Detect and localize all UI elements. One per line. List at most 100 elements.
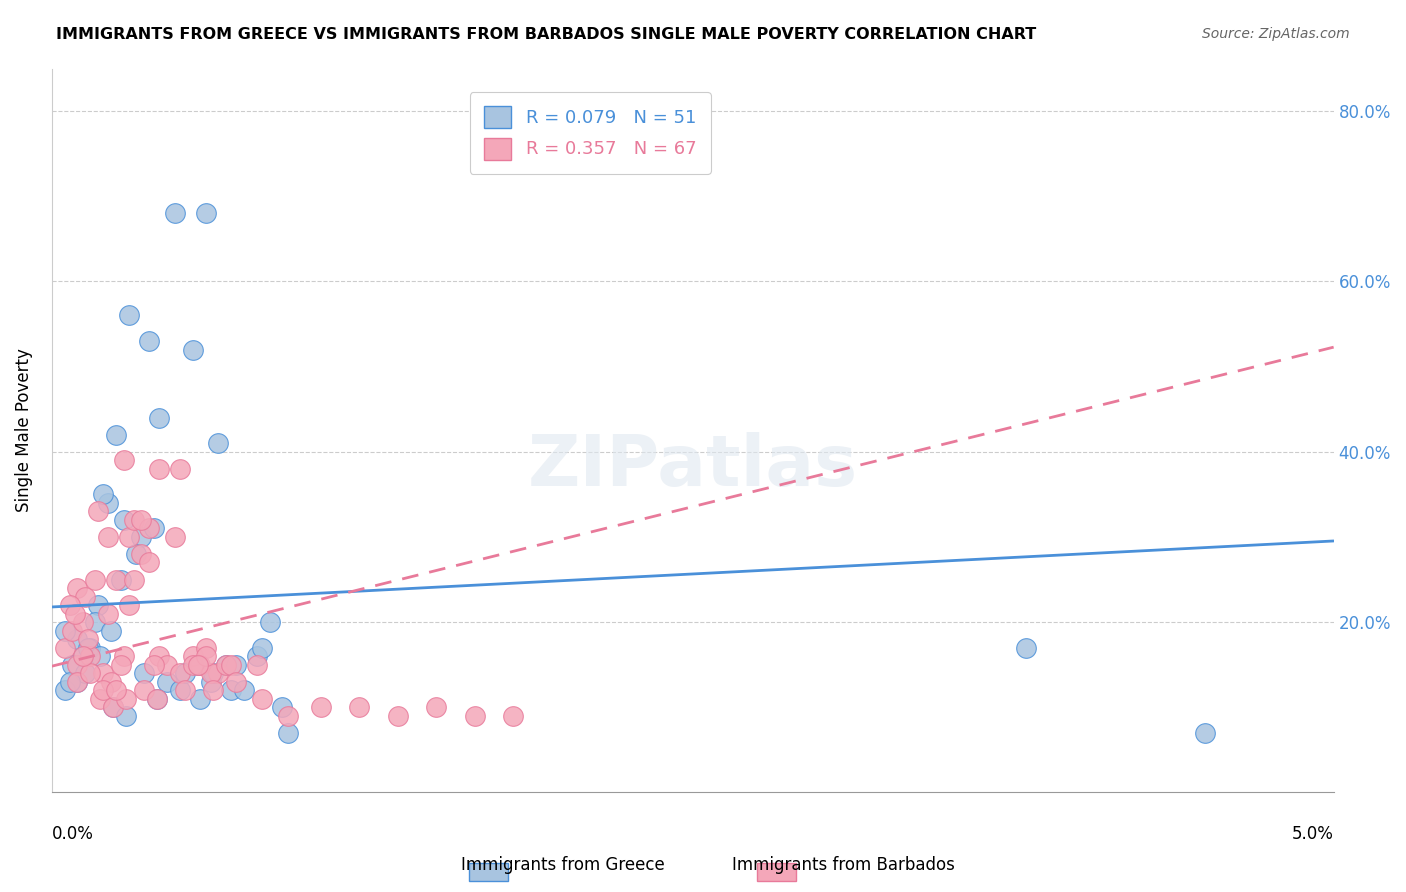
Point xyxy=(72,649,94,664)
Point xyxy=(53,624,76,638)
Point xyxy=(122,513,145,527)
Point xyxy=(79,666,101,681)
Point xyxy=(112,649,135,664)
Text: ZIPatlas: ZIPatlas xyxy=(527,432,858,501)
Point xyxy=(112,513,135,527)
Point xyxy=(190,691,212,706)
Point xyxy=(84,615,107,629)
Point xyxy=(169,462,191,476)
Point xyxy=(115,708,138,723)
Point xyxy=(349,700,371,714)
Point xyxy=(118,530,141,544)
Point xyxy=(72,649,94,664)
Text: 5.0%: 5.0% xyxy=(1292,825,1334,843)
Point xyxy=(1015,640,1038,655)
Point xyxy=(66,657,89,672)
Point xyxy=(115,691,138,706)
Point xyxy=(277,708,299,723)
Point xyxy=(425,700,447,714)
Text: IMMIGRANTS FROM GREECE VS IMMIGRANTS FROM BARBADOS SINGLE MALE POVERTY CORRELATI: IMMIGRANTS FROM GREECE VS IMMIGRANTS FRO… xyxy=(56,27,1036,42)
Point xyxy=(79,640,101,655)
Point xyxy=(131,530,153,544)
Point xyxy=(309,700,332,714)
Point xyxy=(110,573,132,587)
Point xyxy=(97,607,120,621)
Y-axis label: Single Male Poverty: Single Male Poverty xyxy=(15,349,32,512)
Point xyxy=(66,581,89,595)
Point xyxy=(122,573,145,587)
Point xyxy=(202,683,225,698)
Point xyxy=(89,691,111,706)
Point xyxy=(87,504,110,518)
Point xyxy=(87,598,110,612)
Point xyxy=(1194,726,1216,740)
Point xyxy=(75,666,97,681)
Point xyxy=(146,691,169,706)
Text: Immigrants from Greece: Immigrants from Greece xyxy=(461,856,664,874)
Point xyxy=(131,513,153,527)
Point xyxy=(131,547,153,561)
Point xyxy=(200,674,222,689)
Point xyxy=(250,640,273,655)
Point xyxy=(181,657,204,672)
Point xyxy=(202,666,225,681)
Point xyxy=(464,708,486,723)
Point xyxy=(66,674,89,689)
Point xyxy=(104,573,127,587)
Point xyxy=(112,453,135,467)
Point xyxy=(148,462,170,476)
Point xyxy=(225,657,247,672)
Point xyxy=(143,657,166,672)
Point xyxy=(110,657,132,672)
Point xyxy=(79,649,101,664)
Point xyxy=(246,657,269,672)
Point xyxy=(156,674,179,689)
Point xyxy=(259,615,281,629)
Text: Source: ZipAtlas.com: Source: ZipAtlas.com xyxy=(1202,27,1350,41)
Text: Immigrants from Barbados: Immigrants from Barbados xyxy=(733,856,955,874)
Point xyxy=(76,632,98,646)
Point xyxy=(59,674,82,689)
Point xyxy=(63,607,86,621)
Point xyxy=(91,487,114,501)
Point xyxy=(91,683,114,698)
FancyBboxPatch shape xyxy=(758,863,796,881)
Point xyxy=(169,683,191,698)
Point xyxy=(138,334,160,348)
Point xyxy=(138,556,160,570)
Point xyxy=(219,683,242,698)
Point xyxy=(104,683,127,698)
Point xyxy=(103,700,125,714)
Point xyxy=(60,657,83,672)
Point xyxy=(132,666,155,681)
Point xyxy=(246,649,269,664)
FancyBboxPatch shape xyxy=(470,863,509,881)
Point xyxy=(181,343,204,357)
Point xyxy=(53,640,76,655)
Point xyxy=(59,598,82,612)
Point xyxy=(502,708,524,723)
Point xyxy=(156,657,179,672)
Point xyxy=(200,666,222,681)
Point xyxy=(103,700,125,714)
Point xyxy=(174,666,197,681)
Point xyxy=(215,657,238,672)
Point xyxy=(163,530,186,544)
Point xyxy=(187,657,209,672)
Point xyxy=(225,674,247,689)
Point xyxy=(215,657,238,672)
Point xyxy=(174,683,197,698)
Point xyxy=(125,547,148,561)
Text: 0.0%: 0.0% xyxy=(52,825,94,843)
Point xyxy=(100,624,122,638)
Point xyxy=(194,649,217,664)
Point xyxy=(76,640,98,655)
Point xyxy=(91,666,114,681)
Point xyxy=(190,657,212,672)
Point xyxy=(104,427,127,442)
Point xyxy=(66,632,89,646)
Point xyxy=(118,309,141,323)
Point xyxy=(60,624,83,638)
Point xyxy=(89,649,111,664)
Point xyxy=(148,410,170,425)
